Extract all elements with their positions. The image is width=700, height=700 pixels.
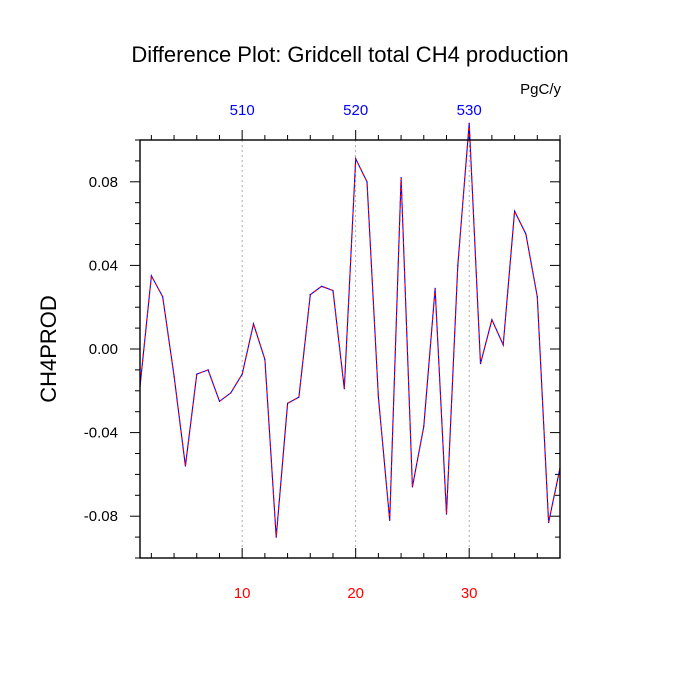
data-point	[434, 287, 436, 289]
data-point	[389, 519, 391, 521]
data-point	[173, 375, 175, 377]
units-label: PgC/y	[520, 81, 561, 98]
data-point	[423, 425, 425, 427]
data-point	[241, 373, 243, 375]
data-point	[184, 465, 187, 467]
data-point	[218, 400, 221, 402]
data-point	[502, 344, 504, 346]
axis-ticks	[130, 130, 561, 559]
y-axis-label: CH4PROD	[36, 295, 61, 403]
data-point	[196, 373, 198, 375]
data-point	[548, 521, 550, 524]
data-point	[162, 296, 164, 298]
data-point	[150, 275, 152, 277]
data-point	[321, 285, 323, 287]
data-point	[309, 294, 311, 296]
data-point	[491, 319, 493, 321]
grid-lines	[241, 140, 470, 558]
y-tick-label: -0.08	[84, 508, 118, 525]
data-point	[411, 486, 414, 488]
data-point	[207, 369, 209, 371]
data-point	[377, 396, 379, 398]
y-tick-label: 0.00	[89, 341, 118, 358]
data-point	[525, 233, 527, 235]
top-tick-label: 510	[230, 102, 255, 119]
y-tick-label: -0.04	[84, 425, 118, 442]
tick-labels: 10 20 30 510 520 530 -0.08 -0.04 0.00 0.04 0.08	[84, 102, 482, 602]
data-point	[513, 210, 516, 212]
data-point	[445, 513, 448, 515]
y-tick-label: 0.04	[89, 257, 118, 274]
data-point	[479, 363, 482, 365]
series-line-overlay	[139, 123, 561, 538]
top-tick-label: 520	[343, 102, 368, 119]
data-series	[139, 122, 561, 538]
data-point	[230, 392, 232, 394]
top-tick-label: 530	[457, 102, 482, 119]
data-point	[298, 396, 300, 398]
data-point	[275, 536, 277, 538]
data-point	[286, 402, 289, 404]
data-point	[264, 358, 266, 361]
data-point	[468, 122, 470, 124]
data-point	[343, 388, 345, 390]
data-point	[457, 264, 459, 266]
chart-title: Difference Plot: Gridcell total CH4 prod…	[131, 42, 568, 67]
y-tick-label: 0.08	[89, 174, 118, 191]
data-point	[536, 296, 538, 298]
plot-frame	[139, 139, 561, 559]
data-point	[332, 289, 334, 292]
series-line	[139, 123, 561, 538]
data-point	[366, 181, 368, 183]
data-point	[252, 323, 255, 325]
x-tick-label: 20	[347, 585, 364, 602]
x-tick-label: 30	[461, 585, 478, 602]
data-point	[400, 177, 402, 179]
x-tick-label: 10	[234, 585, 251, 602]
data-point	[355, 158, 357, 160]
